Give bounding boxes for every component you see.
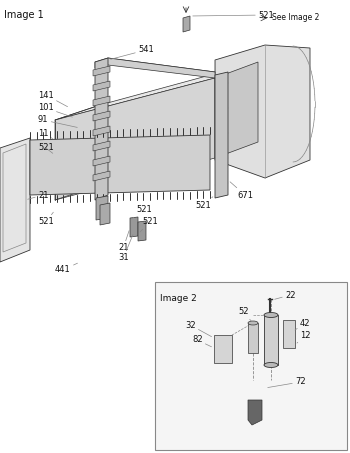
Text: 521: 521: [38, 144, 54, 153]
Polygon shape: [215, 62, 258, 158]
Text: 141: 141: [38, 91, 68, 107]
Ellipse shape: [248, 321, 258, 325]
Polygon shape: [0, 138, 30, 262]
Text: 521: 521: [193, 10, 274, 19]
Polygon shape: [96, 196, 108, 220]
Text: 22: 22: [275, 290, 295, 299]
Polygon shape: [248, 400, 262, 425]
Polygon shape: [283, 320, 295, 348]
Bar: [155, 282, 347, 450]
Polygon shape: [215, 45, 310, 178]
Text: 441: 441: [55, 263, 77, 275]
Polygon shape: [95, 58, 215, 78]
Polygon shape: [264, 315, 278, 365]
Text: See Image 2: See Image 2: [272, 14, 319, 23]
Polygon shape: [93, 66, 110, 76]
Text: 521: 521: [132, 206, 152, 218]
Polygon shape: [93, 96, 110, 106]
Text: 11: 11: [38, 129, 52, 139]
Text: 671: 671: [230, 182, 253, 199]
Polygon shape: [215, 72, 228, 198]
Text: 521: 521: [38, 212, 54, 226]
Text: Image 2: Image 2: [160, 294, 197, 303]
Polygon shape: [93, 81, 110, 91]
Text: 21: 21: [28, 191, 49, 199]
Polygon shape: [93, 111, 110, 121]
Ellipse shape: [264, 362, 278, 367]
Polygon shape: [248, 323, 258, 353]
Polygon shape: [93, 171, 110, 181]
Text: 31: 31: [118, 235, 133, 262]
Polygon shape: [214, 335, 232, 363]
Text: 82: 82: [192, 336, 211, 347]
Text: 32: 32: [185, 321, 211, 337]
Polygon shape: [93, 156, 110, 166]
Ellipse shape: [264, 313, 278, 318]
Text: 541: 541: [111, 45, 154, 59]
Polygon shape: [30, 135, 210, 195]
Text: 42: 42: [295, 318, 310, 330]
Text: 521: 521: [140, 217, 158, 232]
Text: 521: 521: [195, 197, 213, 209]
Polygon shape: [100, 203, 110, 225]
Polygon shape: [93, 126, 110, 136]
Polygon shape: [138, 221, 146, 241]
Text: 72: 72: [268, 377, 306, 387]
Text: Image 1: Image 1: [4, 10, 44, 20]
Polygon shape: [183, 16, 190, 32]
Polygon shape: [130, 217, 138, 237]
Polygon shape: [93, 141, 110, 151]
Text: 101: 101: [38, 103, 72, 117]
Text: 21: 21: [118, 231, 129, 252]
Polygon shape: [95, 58, 108, 200]
Polygon shape: [55, 62, 258, 120]
Text: 91: 91: [38, 116, 77, 127]
Text: 12: 12: [297, 331, 310, 343]
Text: 52: 52: [238, 308, 251, 321]
Polygon shape: [55, 78, 215, 200]
